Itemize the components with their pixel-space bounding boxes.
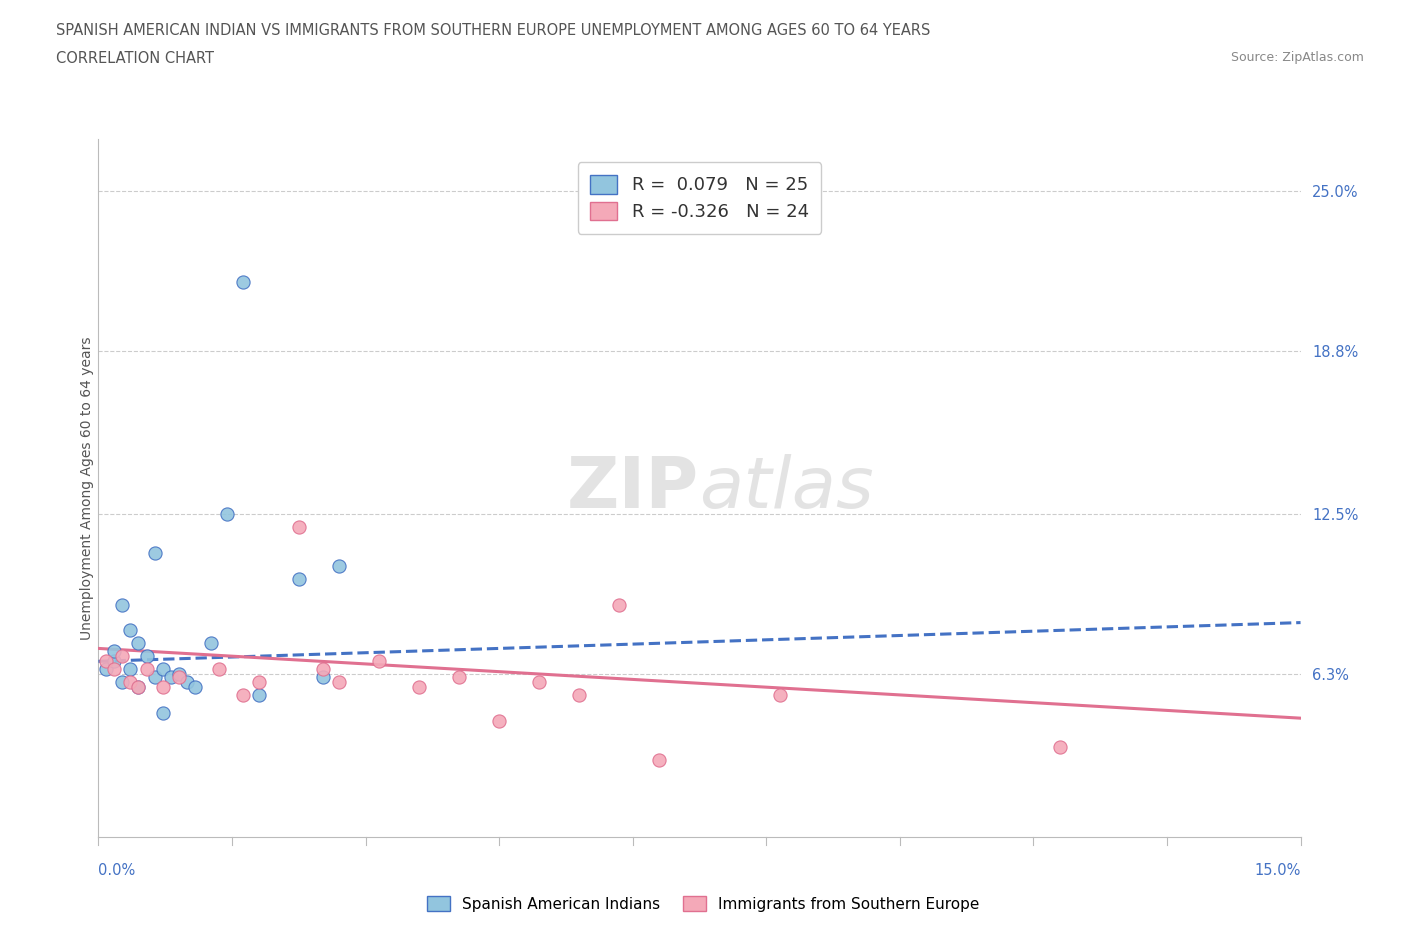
Point: [111, 649, 134, 664]
Point: [247, 687, 270, 702]
Point: [135, 649, 157, 664]
Point: [769, 687, 792, 702]
Point: [288, 520, 311, 535]
Point: [152, 680, 174, 695]
Point: [128, 636, 150, 651]
Point: [408, 680, 430, 695]
Point: [152, 661, 174, 676]
Point: [232, 687, 254, 702]
Point: [288, 571, 311, 586]
Point: [312, 670, 335, 684]
Point: [159, 670, 181, 684]
Legend: Spanish American Indians, Immigrants from Southern Europe: Spanish American Indians, Immigrants fro…: [420, 889, 986, 918]
Point: [103, 661, 125, 676]
Point: [312, 661, 335, 676]
Point: [143, 670, 166, 684]
Point: [247, 674, 270, 689]
Point: [111, 597, 134, 612]
Point: [103, 644, 125, 658]
Point: [96, 661, 118, 676]
Text: 15.0%: 15.0%: [1254, 863, 1301, 878]
Point: [111, 674, 134, 689]
Y-axis label: Unemployment Among Ages 60 to 64 years: Unemployment Among Ages 60 to 64 years: [80, 337, 94, 640]
Point: [232, 274, 254, 289]
Point: [609, 597, 631, 612]
Point: [328, 558, 350, 573]
Point: [120, 623, 142, 638]
Point: [215, 507, 238, 522]
Point: [128, 680, 150, 695]
Point: [96, 654, 118, 669]
Legend: R =  0.079   N = 25, R = -0.326   N = 24: R = 0.079 N = 25, R = -0.326 N = 24: [578, 163, 821, 233]
Text: 0.0%: 0.0%: [98, 863, 135, 878]
Point: [328, 674, 350, 689]
Point: [152, 706, 174, 721]
Text: CORRELATION CHART: CORRELATION CHART: [56, 51, 214, 66]
Point: [368, 654, 391, 669]
Point: [183, 680, 205, 695]
Point: [208, 661, 231, 676]
Point: [529, 674, 551, 689]
Point: [128, 680, 150, 695]
Point: [120, 674, 142, 689]
Point: [135, 661, 157, 676]
Point: [200, 636, 222, 651]
Point: [143, 545, 166, 560]
Text: SPANISH AMERICAN INDIAN VS IMMIGRANTS FROM SOUTHERN EUROPE UNEMPLOYMENT AMONG AG: SPANISH AMERICAN INDIAN VS IMMIGRANTS FR…: [56, 23, 931, 38]
Text: atlas: atlas: [700, 454, 875, 523]
Point: [167, 670, 190, 684]
Point: [648, 752, 671, 767]
Point: [103, 654, 125, 669]
Point: [568, 687, 591, 702]
Point: [488, 713, 510, 728]
Point: [120, 661, 142, 676]
Text: Source: ZipAtlas.com: Source: ZipAtlas.com: [1230, 51, 1364, 64]
Point: [447, 670, 470, 684]
Point: [1049, 739, 1071, 754]
Text: ZIP: ZIP: [567, 454, 700, 523]
Point: [176, 674, 198, 689]
Point: [167, 667, 190, 682]
